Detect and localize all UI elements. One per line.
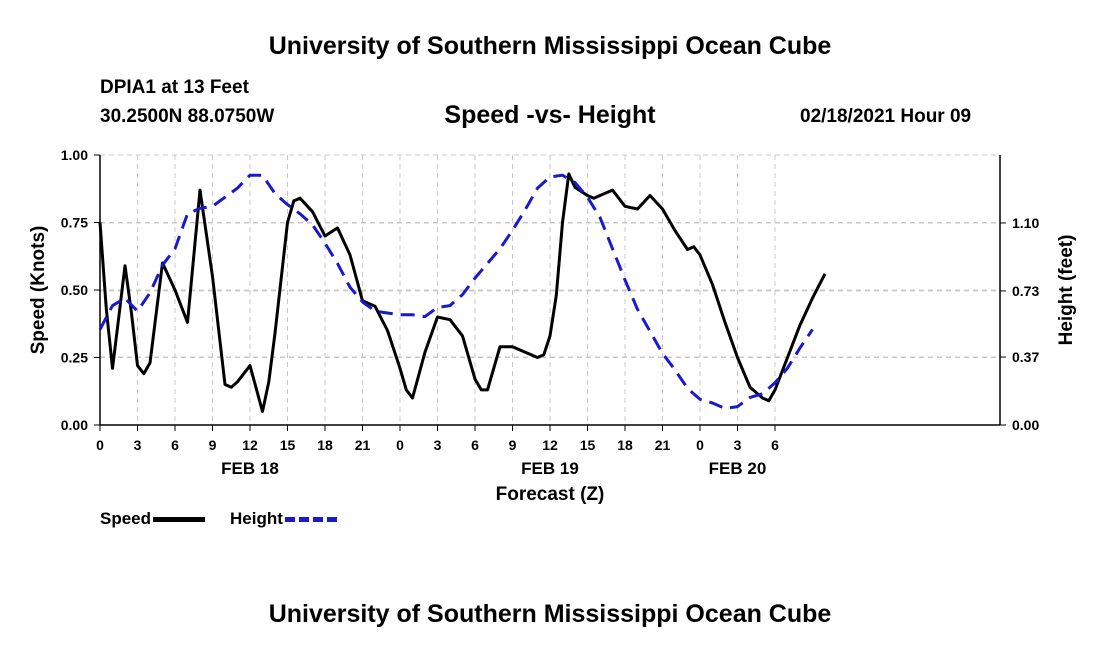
series-line-height (98, 173, 814, 410)
y2-tick-label: 0.00 (1012, 417, 1039, 433)
x-tick-label: 3 (434, 437, 442, 453)
x-axis-title: Forecast (Z) (496, 484, 605, 505)
y-tick-label: 0.50 (61, 282, 88, 298)
x-tick-label: 6 (171, 437, 179, 453)
y-tick-label: 0.00 (61, 417, 88, 433)
coordinates-label: 30.2500N 88.0750W (100, 106, 275, 127)
x-tick-label: 18 (617, 437, 633, 453)
x-tick-label: 9 (509, 437, 517, 453)
legend-swatch-speed (153, 516, 206, 522)
footer-title: University of Southern Mississippi Ocean… (268, 600, 832, 628)
y-tick-label: 1.00 (61, 147, 88, 163)
x-tick-label: 21 (355, 437, 371, 453)
legend-swatch-height (284, 516, 337, 522)
y-axis-title: Speed (Knots) (28, 226, 49, 355)
date-label: FEB 19 (521, 459, 579, 478)
x-tick-label: 12 (242, 437, 258, 453)
x-tick-label: 15 (280, 437, 296, 453)
legend-label-speed: Speed (100, 509, 152, 528)
x-tick-label: 21 (655, 437, 671, 453)
y2-tick-label: 0.37 (1012, 349, 1039, 365)
x-tick-label: 3 (734, 437, 742, 453)
chart-title: Speed -vs- Height (444, 101, 656, 129)
x-tick-label: 0 (96, 437, 104, 453)
forecast-datetime: 02/18/2021 Hour 09 (800, 106, 972, 127)
y-tick-label: 0.75 (61, 215, 88, 231)
y2-axis-title: Height (feet) (1056, 235, 1077, 346)
legend-item-speed: Speed (100, 509, 206, 529)
page-title: University of Southern Mississippi Ocean… (268, 32, 832, 60)
station-label: DPIA1 at 13 Feet (100, 77, 249, 98)
x-tick-label: 12 (542, 437, 558, 453)
x-tick-label: 18 (317, 437, 333, 453)
date-label: FEB 18 (221, 459, 279, 478)
y-tick-label: 0.25 (61, 350, 88, 366)
x-tick-label: 0 (696, 437, 704, 453)
series-line-speed (98, 172, 827, 413)
x-tick-label: 6 (771, 437, 779, 453)
legend-label-height: Height (230, 509, 283, 528)
x-tick-label: 15 (580, 437, 596, 453)
x-tick-label: 0 (396, 437, 404, 453)
x-tick-label: 6 (471, 437, 479, 453)
x-tick-label: 3 (134, 437, 142, 453)
x-tick-label: 9 (209, 437, 217, 453)
date-label: FEB 20 (709, 459, 767, 478)
y2-tick-label: 0.73 (1012, 283, 1039, 299)
y2-tick-label: 1.10 (1012, 215, 1039, 231)
legend-item-height: Height (230, 509, 337, 529)
